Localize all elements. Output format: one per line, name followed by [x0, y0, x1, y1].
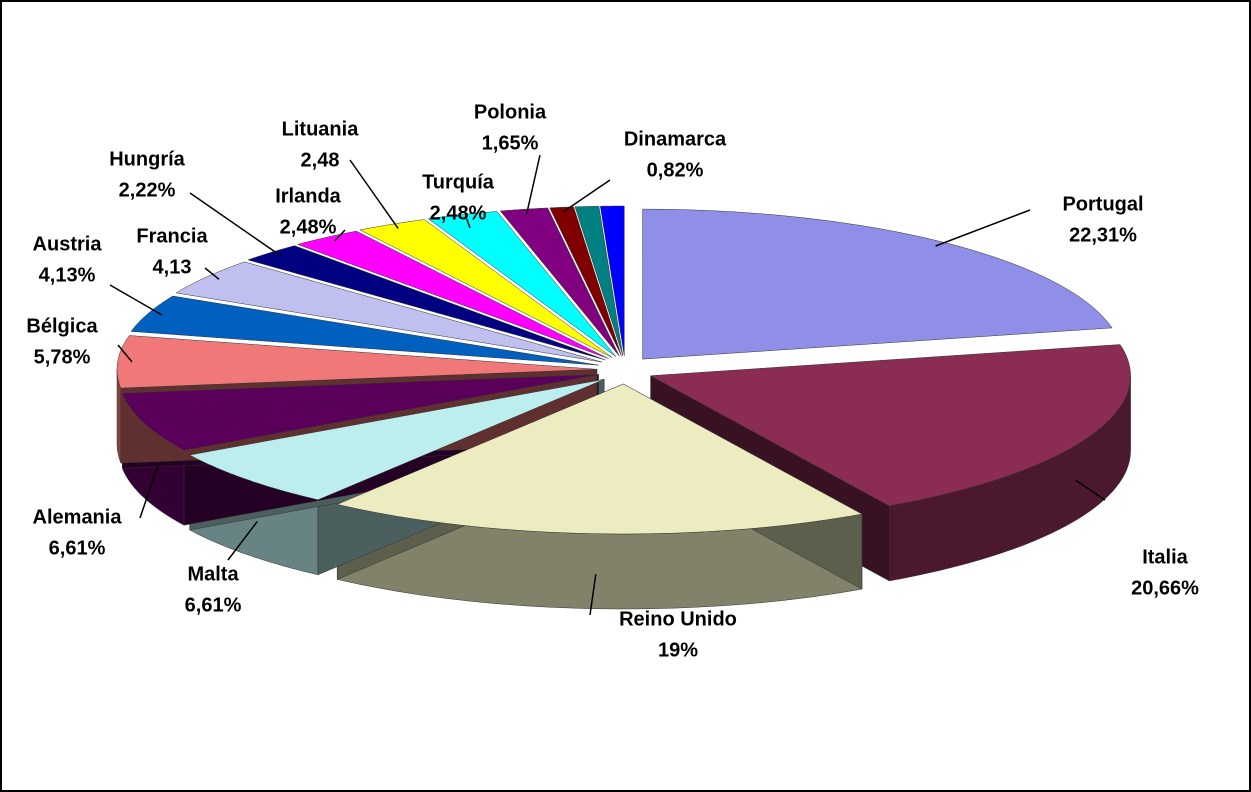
slice-value-label: 4,13	[153, 256, 192, 278]
leader-line	[466, 218, 471, 229]
slice-value-label: 6,61%	[185, 594, 242, 616]
slice	[574, 205, 624, 357]
slice-label: Francia	[136, 225, 208, 247]
slice-label: Hungría	[109, 148, 185, 170]
slice-value-label: 4,13%	[39, 264, 96, 286]
slice	[499, 207, 620, 357]
leader-line	[589, 574, 597, 616]
slice	[649, 344, 1131, 507]
slice-value-label: 2,48%	[280, 216, 337, 238]
slice	[600, 205, 625, 357]
slice-label: Bélgica	[26, 315, 98, 337]
slice-value-label: 22,31%	[1069, 224, 1137, 246]
leader-line	[109, 284, 163, 316]
leader-line	[349, 159, 399, 229]
leader-line	[935, 209, 1031, 247]
leader-line	[334, 229, 346, 242]
slice-label: Irlanda	[275, 185, 341, 207]
slice	[121, 374, 599, 451]
leader-line	[139, 466, 159, 519]
slice-label: Italia	[1142, 546, 1188, 568]
leader-line	[562, 179, 611, 213]
slice	[296, 230, 609, 359]
slice-label: Portugal	[1062, 193, 1143, 215]
slice-label: Alemania	[33, 506, 123, 528]
slice-value-label: 2,48%	[430, 202, 487, 224]
leader-line	[117, 344, 133, 363]
slice	[116, 335, 598, 389]
slice-label: Turquía	[422, 171, 495, 193]
leader-line	[525, 154, 541, 214]
slice-value-label: 6,61%	[49, 537, 106, 559]
slice-label: Malta	[187, 563, 239, 585]
slice	[336, 383, 863, 535]
slice-value-label: 5,78%	[34, 346, 91, 368]
slice-value-label: 2,22%	[119, 179, 176, 201]
slice	[188, 379, 605, 501]
slice	[175, 261, 603, 363]
slice-label: Lituania	[282, 118, 360, 140]
leader-line	[1075, 479, 1106, 501]
slice	[130, 295, 599, 366]
slice-label: Dinamarca	[624, 128, 727, 150]
slice-value-label: 0,82%	[647, 159, 704, 181]
slice	[247, 245, 606, 361]
slice	[427, 211, 617, 357]
slice	[359, 219, 613, 358]
slice-value-label: 1,65%	[482, 132, 539, 154]
slice-label: Polonia	[474, 101, 547, 123]
leader-line	[204, 267, 220, 280]
slice-value-label: 20,66%	[1131, 577, 1199, 599]
slice-value-label: 19%	[658, 639, 698, 661]
slice-value-label: 2,48	[301, 149, 340, 171]
slice-label: Austria	[33, 233, 103, 255]
leader-line	[227, 520, 258, 561]
leader-line	[189, 192, 282, 257]
slice-label: Reino Unido	[619, 608, 737, 630]
